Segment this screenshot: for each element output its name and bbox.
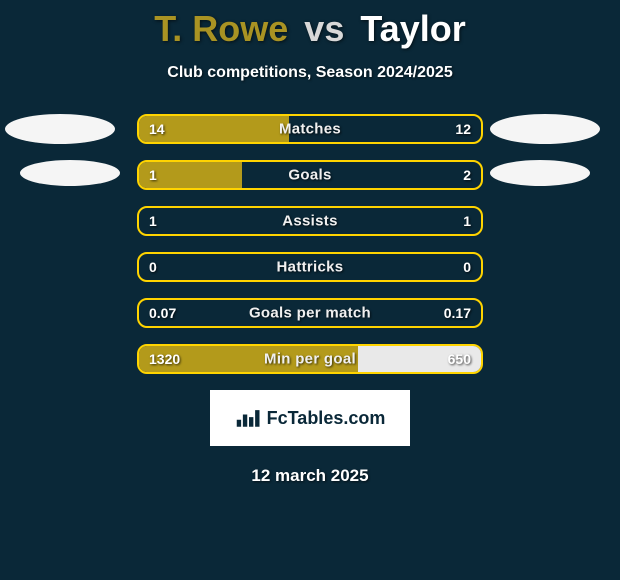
stat-bars: 1412Matches 12Goals 11Assists 00Hattricks 0.… xyxy=(137,114,483,374)
logo-text: FcTables.com xyxy=(267,408,386,429)
team-badge-right-1 xyxy=(490,114,600,144)
team-badge-left-1 xyxy=(5,114,115,144)
stat-label: Assists xyxy=(139,213,481,230)
stat-row: 1412Matches xyxy=(137,114,483,144)
stat-label: Min per goal xyxy=(139,351,481,368)
stat-label: Goals xyxy=(139,167,481,184)
logo-box: FcTables.com xyxy=(210,390,410,446)
bars-icon xyxy=(235,406,263,430)
player2-name: Taylor xyxy=(360,8,465,49)
team-badge-right-2 xyxy=(490,160,590,186)
stat-row: 11Assists xyxy=(137,206,483,236)
date-line: 12 march 2025 xyxy=(0,466,620,486)
stat-row: 12Goals xyxy=(137,160,483,190)
player1-name: T. Rowe xyxy=(154,8,288,49)
stat-label: Goals per match xyxy=(139,305,481,322)
stat-label: Matches xyxy=(139,121,481,138)
stat-row: 0.070.17Goals per match xyxy=(137,298,483,328)
chart-area: 1412Matches 12Goals 11Assists 00Hattricks 0.… xyxy=(0,114,620,374)
subtitle: Club competitions, Season 2024/2025 xyxy=(0,64,620,82)
stat-row: 1320650Min per goal xyxy=(137,344,483,374)
stat-label: Hattricks xyxy=(139,259,481,276)
stat-row: 00Hattricks xyxy=(137,252,483,282)
team-badge-left-2 xyxy=(20,160,120,186)
comparison-title: T. Rowe vs Taylor xyxy=(0,0,620,50)
fctables-logo: FcTables.com xyxy=(235,406,386,430)
vs-label: vs xyxy=(304,8,344,49)
